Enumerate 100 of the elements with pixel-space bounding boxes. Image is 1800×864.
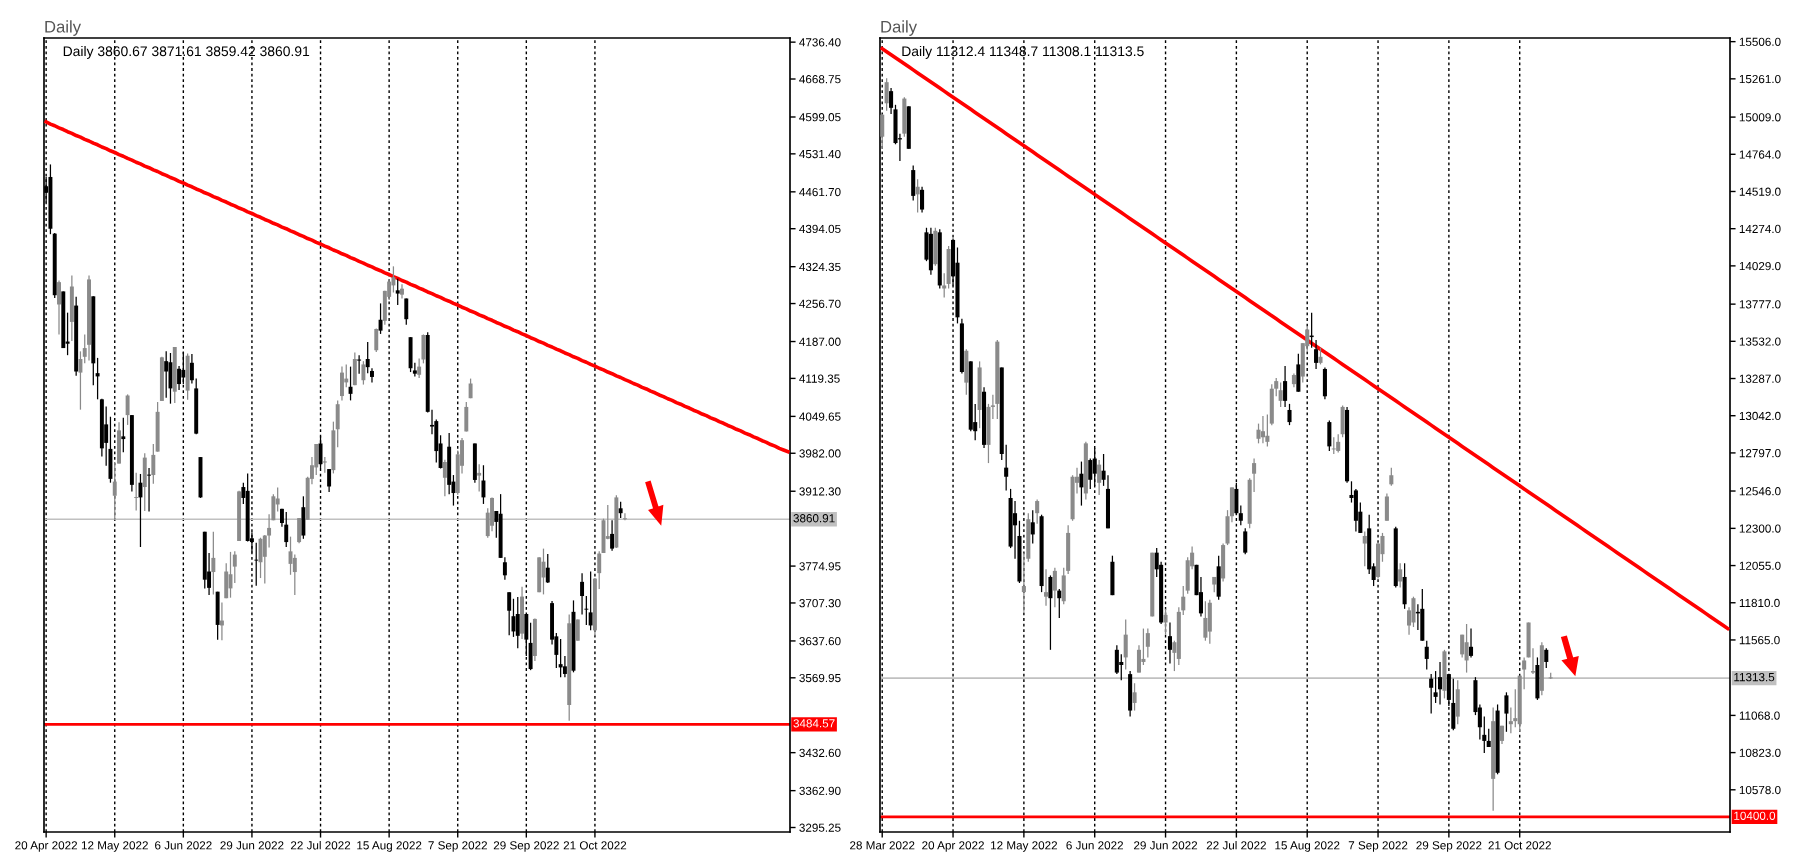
candlestick — [558, 638, 563, 678]
candlestick — [391, 265, 396, 294]
candlestick — [404, 297, 409, 326]
candlestick — [284, 511, 289, 548]
candlestick — [134, 472, 139, 512]
candlestick — [610, 519, 615, 552]
candlestick — [1141, 627, 1146, 666]
line-series — [880, 46, 1730, 631]
candlestick — [1128, 670, 1133, 718]
candlestick — [164, 350, 169, 399]
candlestick — [477, 463, 482, 493]
candlestick — [275, 486, 280, 513]
candlestick — [1442, 649, 1447, 700]
candlestick — [986, 403, 991, 464]
candlestick — [1437, 661, 1443, 706]
candlestick — [378, 302, 383, 335]
candlestick — [1163, 608, 1168, 636]
candlestick — [442, 459, 447, 497]
candlestick — [1119, 653, 1124, 681]
candlestick — [1123, 618, 1128, 671]
candlestick — [1384, 492, 1389, 522]
candlestick — [1097, 459, 1102, 496]
candlestick — [1101, 453, 1106, 487]
candlestick — [490, 496, 494, 532]
candlestick — [472, 442, 477, 484]
candlestick — [1070, 474, 1075, 522]
candlestick — [915, 178, 920, 214]
candlestick — [314, 443, 319, 476]
candlestick — [1376, 541, 1381, 580]
candlestick — [977, 360, 982, 429]
candlestick — [172, 346, 177, 404]
candlestick — [1296, 353, 1301, 393]
candlestick — [622, 512, 627, 521]
candlestick — [1464, 623, 1469, 674]
candlestick — [69, 274, 74, 342]
candlestick — [1539, 641, 1544, 696]
candlestick — [434, 418, 439, 464]
candlestick — [545, 553, 550, 584]
candlestick — [1203, 600, 1208, 642]
candlestick — [142, 452, 147, 512]
candlestick — [301, 495, 306, 540]
candlestick — [215, 591, 220, 641]
candlestick — [1035, 498, 1040, 525]
candlestick — [159, 356, 164, 402]
candlestick — [481, 464, 486, 505]
candlestick — [1057, 588, 1062, 619]
candlestick — [1429, 673, 1434, 715]
candlestick — [928, 227, 933, 276]
candlestick — [1322, 366, 1327, 400]
candlestick — [57, 279, 61, 336]
candlestick — [1030, 509, 1035, 545]
candlestick — [1043, 568, 1049, 607]
candlestick — [520, 586, 525, 640]
candlestick — [189, 353, 194, 385]
candlestick — [147, 467, 152, 513]
candlestick — [365, 341, 370, 374]
candlestick — [1207, 599, 1212, 645]
candlestick — [1353, 488, 1358, 533]
candlestick — [1535, 656, 1540, 701]
candlestick — [933, 227, 938, 267]
candlestick — [575, 618, 580, 642]
candlestick — [946, 245, 951, 290]
chart-title: Daily — [45, 20, 82, 36]
candlestick — [880, 113, 885, 150]
candlestick — [911, 164, 916, 202]
candlestick — [327, 468, 332, 493]
candlestick — [1327, 419, 1332, 452]
candlestick — [1048, 574, 1053, 651]
candlestick — [357, 354, 362, 375]
candlestick — [202, 531, 207, 590]
candlestick — [395, 278, 400, 306]
candlestick — [361, 360, 366, 386]
line-series — [44, 120, 790, 454]
candlestick — [348, 365, 353, 402]
candlestick — [532, 617, 537, 662]
chart-title: Daily — [881, 20, 918, 36]
candlestick — [1079, 460, 1084, 507]
candlestick — [1420, 588, 1425, 642]
candlestick — [1362, 530, 1367, 567]
candlestick — [1132, 682, 1137, 712]
candlestick — [297, 517, 302, 544]
candlestick — [507, 591, 512, 636]
candlestick — [408, 336, 413, 373]
candlestick — [1243, 527, 1248, 555]
candlestick — [185, 352, 190, 401]
candlestick — [884, 77, 889, 112]
candlestick — [1114, 644, 1119, 675]
candlestick — [464, 401, 469, 433]
candlestick — [1216, 555, 1221, 601]
candlestick — [1389, 467, 1394, 487]
candlestick — [1145, 627, 1150, 659]
candlestick — [374, 327, 379, 353]
candlestick — [138, 473, 143, 548]
candlestick — [920, 186, 925, 214]
candlestick — [125, 393, 130, 426]
candlestick — [537, 556, 542, 593]
candlestick — [1402, 562, 1407, 610]
candlestick — [1468, 627, 1474, 659]
candlestick — [1260, 415, 1265, 444]
candlestick — [1398, 562, 1403, 589]
